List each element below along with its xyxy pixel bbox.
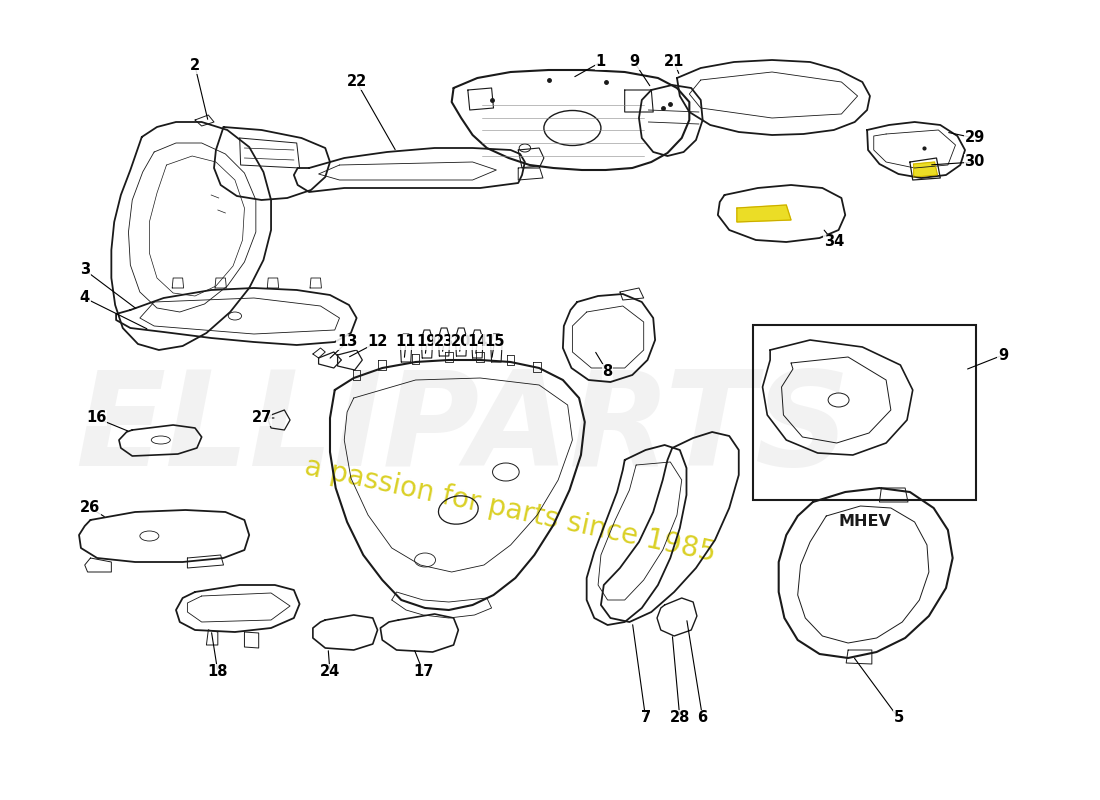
- Bar: [754, 325, 977, 500]
- Text: 9: 9: [629, 54, 639, 70]
- Text: 3: 3: [79, 262, 90, 278]
- Text: ELLIPARTS: ELLIPARTS: [76, 366, 850, 494]
- Text: 26: 26: [80, 501, 100, 515]
- Text: 2: 2: [190, 58, 200, 74]
- Text: 24: 24: [320, 665, 340, 679]
- Text: 13: 13: [337, 334, 358, 350]
- Text: 8: 8: [603, 365, 613, 379]
- Text: 9: 9: [998, 347, 1008, 362]
- Text: 19: 19: [417, 334, 437, 350]
- Text: 4: 4: [79, 290, 90, 306]
- Text: 14: 14: [468, 334, 487, 350]
- Text: 23: 23: [433, 334, 454, 350]
- Text: 12: 12: [367, 334, 387, 350]
- Text: 21: 21: [664, 54, 684, 70]
- Text: 27: 27: [252, 410, 272, 426]
- Text: 34: 34: [824, 234, 844, 250]
- Text: 6: 6: [697, 710, 707, 726]
- Text: 30: 30: [965, 154, 985, 170]
- Text: 5: 5: [893, 710, 903, 726]
- Text: a passion for parts since 1985: a passion for parts since 1985: [302, 453, 718, 567]
- Text: 18: 18: [208, 665, 228, 679]
- Text: 1: 1: [596, 54, 606, 70]
- Text: 28: 28: [670, 710, 690, 726]
- Polygon shape: [737, 205, 791, 222]
- Text: 22: 22: [346, 74, 366, 90]
- Text: 17: 17: [412, 665, 433, 679]
- Text: 7: 7: [640, 710, 651, 726]
- Text: MHEV: MHEV: [838, 514, 891, 529]
- Text: 20: 20: [451, 334, 472, 350]
- Text: 16: 16: [86, 410, 107, 426]
- Text: 11: 11: [396, 334, 416, 350]
- Polygon shape: [914, 162, 937, 177]
- Text: 15: 15: [484, 334, 505, 350]
- Text: 29: 29: [965, 130, 985, 146]
